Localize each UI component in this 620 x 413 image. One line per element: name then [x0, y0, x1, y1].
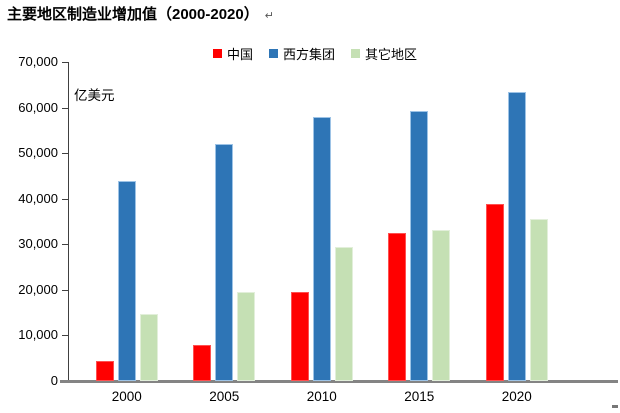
x-axis-tick-label: 2000 [111, 389, 142, 404]
chart-title-text: 主要地区制造业增加值（2000-2020） [7, 6, 259, 23]
y-axis-tick-label: 50,000 [18, 145, 58, 161]
cursor-artifact [612, 405, 618, 408]
bar-group-2010 [273, 62, 371, 381]
bar-west-bloc-2020 [507, 92, 526, 381]
legend-label-other-regions: 其它地区 [365, 47, 418, 62]
y-axis-tick-label: 10,000 [18, 327, 58, 343]
bar-west-bloc-2015 [410, 111, 429, 381]
bar-china-2005 [193, 345, 212, 381]
y-axis-tick-mark [62, 62, 69, 63]
y-axis-tick-label: 60,000 [18, 99, 58, 115]
chart-title: 主要地区制造业增加值（2000-2020） ↵ [7, 3, 274, 24]
y-axis-tick-mark [62, 198, 69, 200]
y-axis-tick-label: 70,000 [18, 54, 58, 69]
bar-west-bloc-2010 [312, 117, 331, 381]
bar-west-bloc-2000 [117, 181, 136, 381]
bar-other-regions-2010 [334, 247, 353, 381]
y-axis-tick-mark [62, 107, 69, 109]
legend-label-china: 中国 [226, 47, 253, 62]
legend-swatch-china [212, 49, 222, 58]
bar-other-regions-2020 [529, 219, 548, 381]
bar-other-regions-2005 [237, 292, 256, 381]
bar-west-bloc-2005 [215, 144, 234, 381]
bar-other-regions-2000 [139, 314, 158, 381]
legend-item-other-regions: 其它地区 [351, 44, 417, 63]
y-axis-tick-label: 40,000 [18, 190, 58, 206]
x-axis-tick-label: 2020 [501, 389, 532, 404]
legend-swatch-west-bloc [268, 49, 278, 58]
bar-group-2020 [468, 62, 566, 381]
legend-label-west-bloc: 西方集团 [282, 47, 335, 62]
bar-group-2000 [78, 62, 176, 381]
bar-group-2005 [176, 62, 274, 381]
bar-china-2015 [388, 233, 407, 381]
bar-china-2020 [485, 204, 504, 381]
y-axis-tick-label: 0 [50, 373, 58, 388]
x-axis-tick-label: 2010 [306, 389, 337, 404]
bar-other-regions-2015 [432, 230, 451, 381]
y-axis-tick-label: 20,000 [18, 281, 58, 297]
x-axis-tick-label: 2015 [404, 389, 435, 404]
y-axis-tick-mark [62, 244, 69, 246]
y-axis-tick-mark [62, 289, 69, 291]
y-axis-line [68, 62, 69, 381]
legend-swatch-other-regions [351, 49, 360, 58]
legend-item-china: 中国 [212, 44, 253, 63]
y-axis-tick-mark [62, 335, 69, 337]
bar-china-2000 [95, 361, 114, 381]
y-axis-tick-mark [62, 153, 69, 155]
paragraph-return-mark: ↵ [264, 10, 274, 22]
y-axis-tick-label: 30,000 [18, 236, 58, 252]
bar-china-2010 [290, 292, 309, 381]
x-axis-baseline [60, 380, 618, 383]
legend-item-west-bloc: 西方集团 [268, 44, 335, 63]
x-axis-tick-label: 2005 [209, 389, 240, 404]
bar-group-2015 [371, 62, 469, 381]
chart-legend: 中国 西方集团 其它地区 [0, 44, 620, 63]
y-axis-unit-label: 亿美元 [74, 88, 115, 103]
